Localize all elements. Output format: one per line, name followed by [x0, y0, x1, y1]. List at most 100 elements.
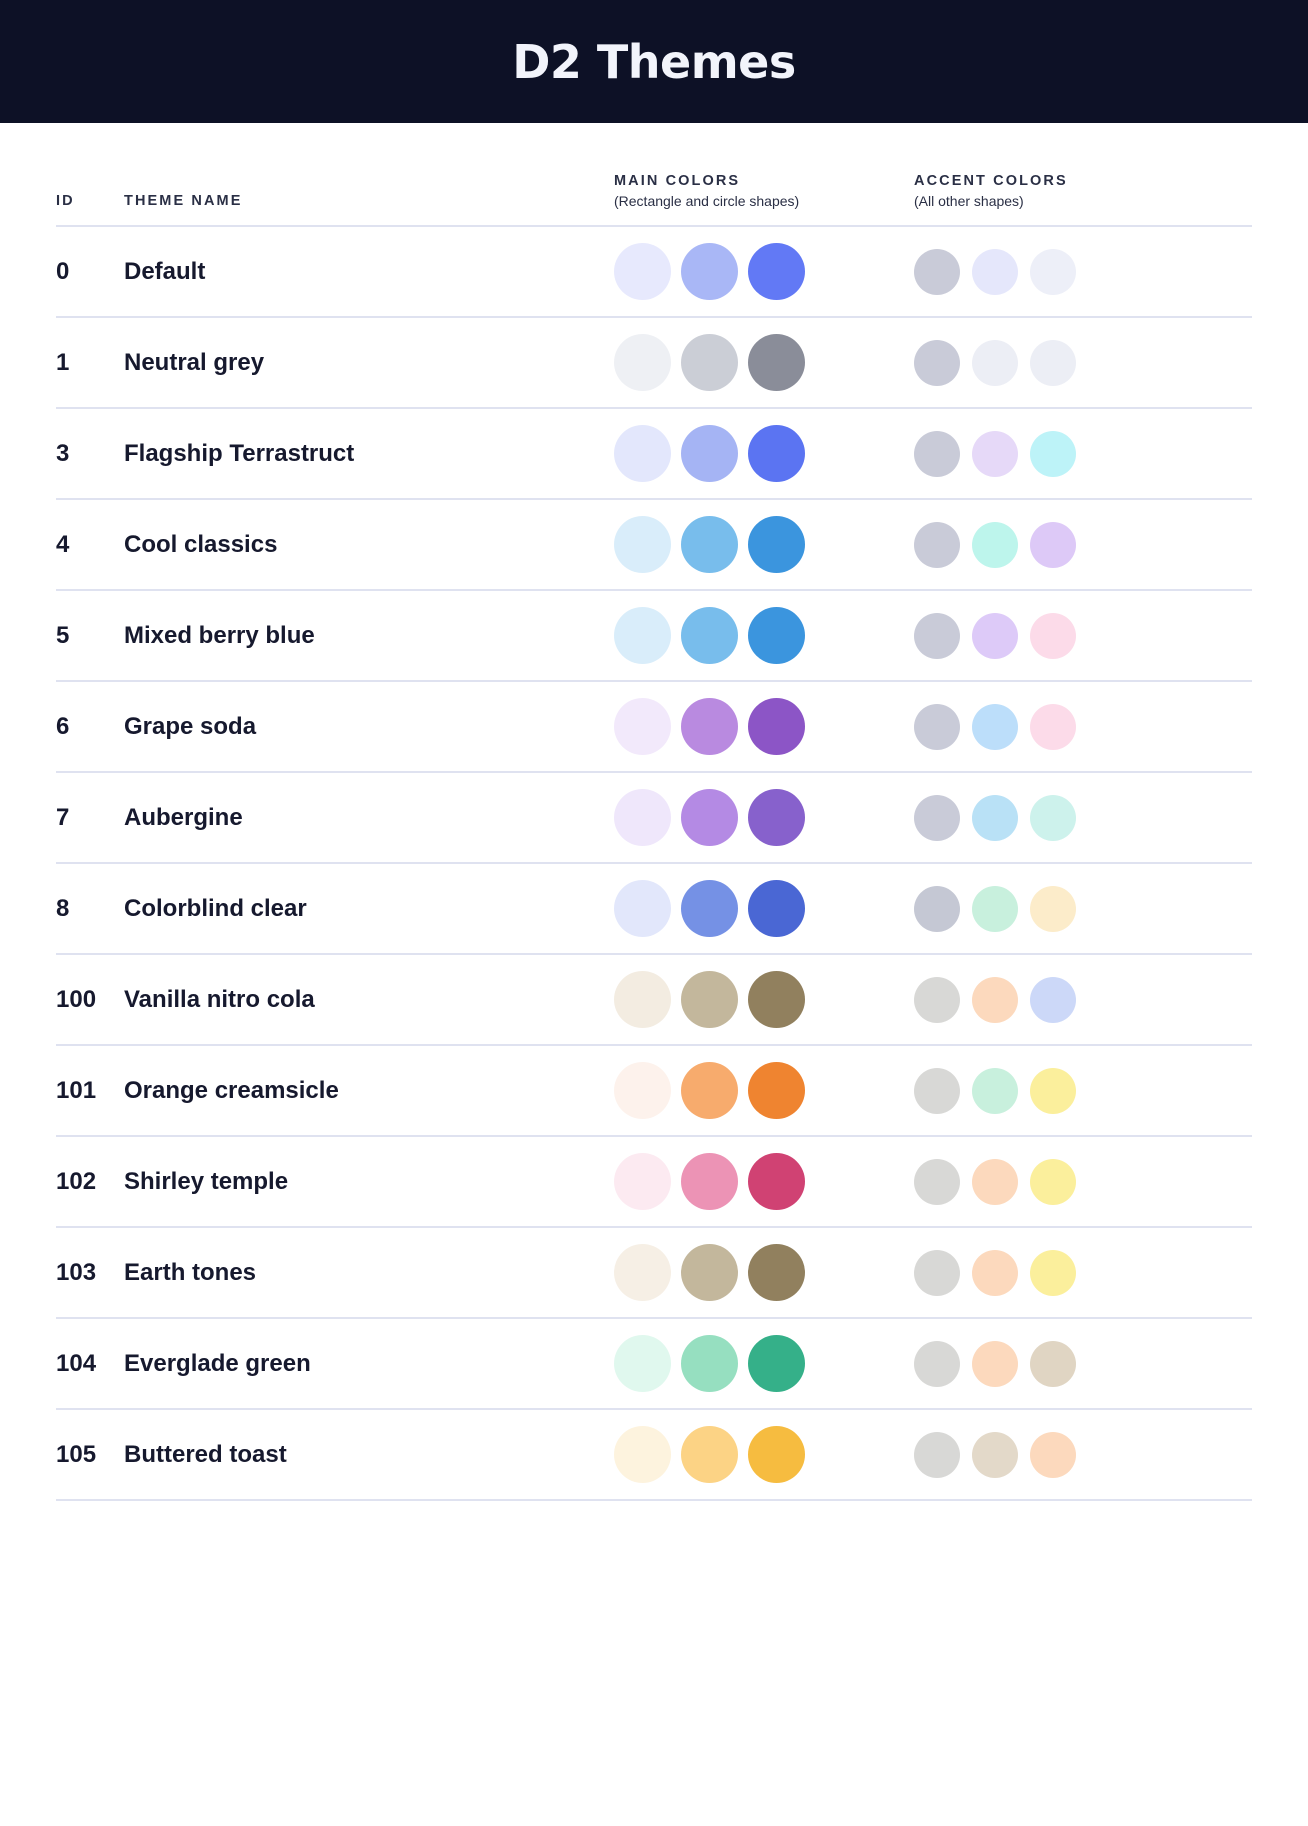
accent-color-swatch[interactable]	[972, 1431, 1018, 1478]
accent-color-swatch[interactable]	[914, 1158, 960, 1205]
accent-color-swatch[interactable]	[1030, 1249, 1076, 1296]
accent-color-swatch[interactable]	[972, 703, 1018, 750]
main-color-swatch[interactable]	[681, 334, 738, 391]
accent-color-swatch[interactable]	[1030, 521, 1076, 568]
table-row[interactable]: 101 Orange creamsicle	[56, 1045, 1252, 1137]
main-color-swatch[interactable]	[614, 698, 671, 755]
table-row[interactable]: 6 Grape soda	[56, 681, 1252, 773]
main-color-swatch[interactable]	[614, 789, 671, 846]
table-row[interactable]: 1 Neutral grey	[56, 317, 1252, 409]
table-row[interactable]: 0 Default	[56, 226, 1252, 318]
main-color-swatch[interactable]	[748, 243, 805, 300]
table-row[interactable]: 103 Earth tones	[56, 1227, 1252, 1319]
accent-color-swatch[interactable]	[914, 794, 960, 841]
table-row[interactable]: 104 Everglade green	[56, 1318, 1252, 1410]
main-color-swatch[interactable]	[748, 1153, 805, 1210]
table-row[interactable]: 5 Mixed berry blue	[56, 590, 1252, 682]
main-color-swatch[interactable]	[748, 1062, 805, 1119]
accent-color-swatch[interactable]	[914, 1340, 960, 1387]
accent-color-swatch[interactable]	[914, 1249, 960, 1296]
main-color-swatch[interactable]	[614, 1244, 671, 1301]
accent-color-swatch[interactable]	[1030, 612, 1076, 659]
main-color-swatch[interactable]	[614, 243, 671, 300]
theme-id: 100	[56, 985, 97, 1013]
accent-color-swatch[interactable]	[972, 248, 1018, 295]
main-color-swatch[interactable]	[748, 1426, 805, 1483]
accent-color-swatch[interactable]	[914, 248, 960, 295]
main-color-swatch[interactable]	[681, 1335, 738, 1392]
table-row[interactable]: 100 Vanilla nitro cola	[56, 954, 1252, 1046]
main-color-swatch[interactable]	[748, 789, 805, 846]
accent-color-swatch[interactable]	[1030, 1340, 1076, 1387]
main-color-swatch[interactable]	[614, 1062, 671, 1119]
accent-color-swatch[interactable]	[972, 1249, 1018, 1296]
main-color-swatch[interactable]	[748, 1335, 805, 1392]
accent-color-swatch[interactable]	[972, 976, 1018, 1023]
main-color-swatch[interactable]	[614, 607, 671, 664]
main-color-swatch[interactable]	[614, 334, 671, 391]
table-row[interactable]: 7 Aubergine	[56, 772, 1252, 864]
main-color-swatch[interactable]	[681, 789, 738, 846]
accent-color-swatch[interactable]	[972, 430, 1018, 477]
main-color-swatch[interactable]	[681, 698, 738, 755]
accent-color-swatch[interactable]	[914, 1067, 960, 1114]
main-color-swatch[interactable]	[748, 1244, 805, 1301]
accent-color-swatch[interactable]	[914, 612, 960, 659]
main-swatch-group	[614, 243, 914, 300]
accent-color-swatch[interactable]	[1030, 430, 1076, 477]
accent-color-swatch[interactable]	[972, 794, 1018, 841]
table-row[interactable]: 8 Colorblind clear	[56, 863, 1252, 955]
accent-color-swatch[interactable]	[914, 1431, 960, 1478]
table-row[interactable]: 105 Buttered toast	[56, 1409, 1252, 1501]
accent-color-swatch[interactable]	[1030, 794, 1076, 841]
main-color-swatch[interactable]	[681, 1244, 738, 1301]
main-color-swatch[interactable]	[681, 243, 738, 300]
accent-color-swatch[interactable]	[972, 1158, 1018, 1205]
main-color-swatch[interactable]	[614, 880, 671, 937]
table-row[interactable]: 4 Cool classics	[56, 499, 1252, 591]
main-color-swatch[interactable]	[748, 516, 805, 573]
main-color-swatch[interactable]	[614, 516, 671, 573]
main-color-swatch[interactable]	[748, 425, 805, 482]
accent-color-swatch[interactable]	[1030, 885, 1076, 932]
accent-color-swatch[interactable]	[914, 703, 960, 750]
main-color-swatch[interactable]	[681, 1426, 738, 1483]
accent-color-swatch[interactable]	[1030, 248, 1076, 295]
main-color-swatch[interactable]	[748, 880, 805, 937]
accent-color-swatch[interactable]	[1030, 703, 1076, 750]
accent-color-swatch[interactable]	[1030, 1067, 1076, 1114]
main-color-swatch[interactable]	[681, 880, 738, 937]
main-color-swatch[interactable]	[681, 516, 738, 573]
accent-color-swatch[interactable]	[972, 1340, 1018, 1387]
accent-color-swatch[interactable]	[1030, 1158, 1076, 1205]
accent-color-swatch[interactable]	[972, 521, 1018, 568]
accent-color-swatch[interactable]	[972, 885, 1018, 932]
accent-color-swatch[interactable]	[972, 339, 1018, 386]
accent-color-swatch[interactable]	[1030, 339, 1076, 386]
accent-color-swatch[interactable]	[914, 521, 960, 568]
accent-color-swatch[interactable]	[914, 976, 960, 1023]
main-color-swatch[interactable]	[681, 1153, 738, 1210]
accent-color-swatch[interactable]	[972, 612, 1018, 659]
accent-color-swatch[interactable]	[914, 339, 960, 386]
main-color-swatch[interactable]	[748, 607, 805, 664]
main-color-swatch[interactable]	[748, 971, 805, 1028]
main-color-swatch[interactable]	[681, 425, 738, 482]
main-color-swatch[interactable]	[614, 1426, 671, 1483]
main-color-swatch[interactable]	[748, 334, 805, 391]
accent-color-swatch[interactable]	[1030, 976, 1076, 1023]
main-color-swatch[interactable]	[614, 425, 671, 482]
accent-color-swatch[interactable]	[1030, 1431, 1076, 1478]
table-row[interactable]: 102 Shirley temple	[56, 1136, 1252, 1228]
main-color-swatch[interactable]	[681, 971, 738, 1028]
accent-color-swatch[interactable]	[972, 1067, 1018, 1114]
main-color-swatch[interactable]	[614, 971, 671, 1028]
main-color-swatch[interactable]	[748, 698, 805, 755]
main-color-swatch[interactable]	[614, 1153, 671, 1210]
accent-color-swatch[interactable]	[914, 430, 960, 477]
main-color-swatch[interactable]	[681, 1062, 738, 1119]
accent-color-swatch[interactable]	[914, 885, 960, 932]
table-row[interactable]: 3 Flagship Terrastruct	[56, 408, 1252, 500]
main-color-swatch[interactable]	[681, 607, 738, 664]
main-color-swatch[interactable]	[614, 1335, 671, 1392]
